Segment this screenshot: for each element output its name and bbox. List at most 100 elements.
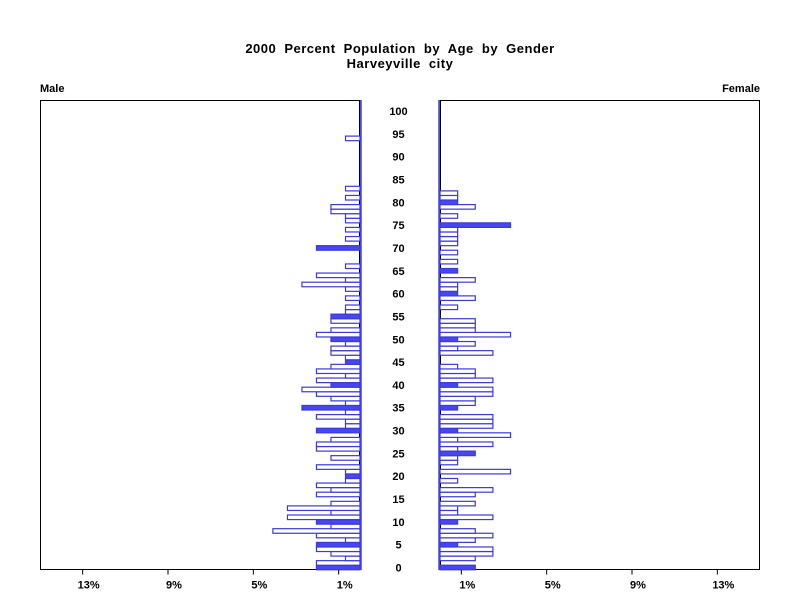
male-bar-age-72 — [344, 235, 361, 242]
male-bar-age-74 — [344, 226, 361, 233]
female-bar-age-51 — [439, 331, 512, 338]
male-bar-age-9 — [330, 523, 361, 530]
female-bar-age-23 — [439, 459, 459, 466]
age-tick-label-10: 10 — [392, 517, 404, 529]
age-tick-label-15: 15 — [392, 494, 404, 506]
age-tick-label-50: 50 — [392, 334, 404, 346]
female-bar-age-67 — [439, 258, 459, 265]
male-bar-age-16 — [315, 491, 361, 498]
male-bar-age-63 — [344, 277, 361, 283]
female-bar-age-61 — [439, 286, 459, 292]
female-bar-age-25 — [439, 450, 476, 457]
male-bar-age-8 — [272, 528, 361, 534]
age-tick-label-5: 5 — [395, 540, 401, 552]
female-bar-age-47 — [439, 350, 494, 356]
female-bar-age-75 — [439, 222, 512, 229]
age-tick-label-100: 100 — [389, 106, 407, 118]
male-x-tick-label-1: 1% — [337, 580, 353, 592]
female-bar-age-42 — [439, 372, 476, 379]
chart-title: 2000 Percent Population by Age by Gender — [245, 41, 555, 56]
male-bar-age-45 — [344, 359, 361, 365]
male-bar-age-43 — [315, 368, 361, 375]
female-bar-age-77 — [439, 213, 459, 219]
female-bar-age-26 — [439, 445, 459, 452]
female-bar-age-31 — [439, 423, 494, 429]
male-bar-age-33 — [315, 413, 361, 420]
female-bar-age-63 — [439, 277, 476, 283]
female-bar-age-79 — [439, 203, 476, 210]
age-tick-label-40: 40 — [392, 380, 404, 392]
male-bar-age-70 — [315, 245, 361, 251]
male-bar-age-31 — [344, 423, 361, 429]
male-bar-age-27 — [315, 441, 361, 448]
female-bar-age-12 — [439, 509, 459, 516]
female-bar-age-44 — [439, 363, 459, 370]
female-bar-age-5 — [439, 541, 459, 548]
female-bar-age-36 — [439, 400, 476, 407]
age-tick-label-65: 65 — [392, 266, 404, 278]
female-bar-age-69 — [439, 249, 459, 256]
male-bar-age-48 — [330, 345, 361, 352]
male-bar-age-30 — [315, 427, 361, 434]
female-bar-age-33 — [439, 413, 494, 420]
female-bar-age-53 — [439, 322, 476, 329]
female-bar-age-72 — [439, 235, 459, 242]
male-bar-age-77 — [344, 213, 361, 219]
age-tick-label-30: 30 — [392, 426, 404, 438]
male-x-tick-label-13: 13% — [78, 580, 100, 592]
female-bar-age-21 — [439, 468, 512, 475]
male-bar-age-83 — [344, 185, 361, 192]
chart-subtitle: Harveyville city — [346, 55, 454, 71]
female-bar-age-2 — [439, 555, 476, 562]
male-bar-age-21 — [344, 468, 361, 475]
male-bar-age-14 — [330, 500, 361, 507]
male-bar-age-34 — [344, 409, 361, 416]
age-tick-label-80: 80 — [392, 197, 404, 209]
female-bar-age-32 — [439, 418, 494, 425]
female-x-tick-label-1: 1% — [459, 580, 475, 592]
male-bar-age-79 — [330, 203, 361, 210]
female-bar-age-43 — [439, 368, 476, 375]
female-bar-age-50 — [439, 336, 459, 343]
female-bar-age-80 — [439, 199, 459, 206]
female-bar-age-0 — [439, 564, 476, 571]
male-x-tick-label-9: 9% — [166, 580, 182, 592]
male-bar-age-47 — [330, 350, 361, 356]
female-bar-age-3 — [439, 550, 494, 557]
male-panel-label: Male — [40, 83, 65, 95]
male-bar-age-56 — [344, 308, 361, 315]
female-bar-age-48 — [439, 345, 459, 352]
male-bar-age-7 — [315, 532, 361, 539]
female-bar-age-13 — [439, 505, 459, 512]
male-bar-age-55 — [330, 313, 361, 320]
male-bar-age-20 — [344, 473, 361, 480]
female-bar-age-11 — [439, 514, 494, 521]
female-bar-age-24 — [439, 455, 459, 461]
male-bar-age-78 — [330, 208, 361, 215]
male-x-tick-label-5: 5% — [251, 580, 267, 592]
male-bar-age-40 — [330, 382, 361, 388]
male-bar-age-59 — [344, 295, 361, 302]
female-x-tick-label-9: 9% — [630, 580, 646, 592]
female-bar-age-81 — [439, 194, 459, 201]
male-bar-age-6 — [344, 537, 361, 543]
age-tick-label-0: 0 — [395, 563, 401, 575]
female-bar-age-82 — [439, 190, 459, 197]
age-tick-label-60: 60 — [392, 289, 404, 301]
age-tick-label-75: 75 — [392, 220, 404, 232]
male-bar-age-39 — [301, 386, 361, 393]
male-bar-age-41 — [315, 377, 361, 384]
female-bar-age-19 — [439, 477, 459, 484]
female-bar-age-52 — [439, 327, 476, 334]
age-tick-label-70: 70 — [392, 243, 404, 255]
female-bar-age-73 — [439, 231, 459, 238]
female-bar-age-37 — [439, 395, 476, 402]
male-bar-age-61 — [344, 286, 361, 292]
female-bar-age-39 — [439, 386, 494, 393]
male-bar-age-3 — [330, 550, 361, 557]
male-bar-age-11 — [286, 514, 361, 521]
male-bar-age-62 — [301, 281, 361, 288]
male-bar-age-22 — [315, 464, 361, 470]
